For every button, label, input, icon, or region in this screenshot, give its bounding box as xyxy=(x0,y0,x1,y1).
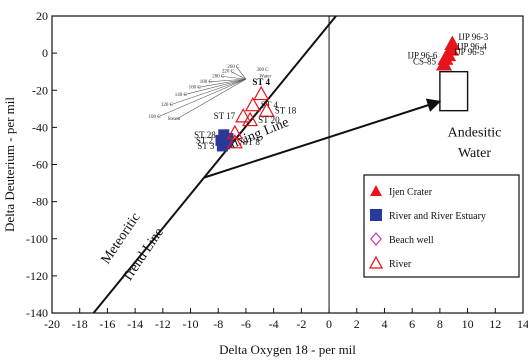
andesitic-water-box xyxy=(439,70,469,112)
x-tick-label: 12 xyxy=(489,317,501,331)
river-point-label: ST 18 xyxy=(275,106,297,116)
x-tick-label: -2 xyxy=(296,317,306,331)
legend-marker xyxy=(370,185,382,196)
legend-marker xyxy=(370,209,382,221)
steam-fraction-line xyxy=(221,75,246,80)
meteoritic-trend-line xyxy=(92,15,337,314)
x-tick-label: -10 xyxy=(183,317,199,331)
annotation-andesitic: Andesitic xyxy=(448,126,502,141)
x-tick-label: -8 xyxy=(213,317,223,331)
river-point xyxy=(253,85,270,101)
x-tick-label: -6 xyxy=(241,317,251,331)
x-tick-label: 6 xyxy=(409,317,415,331)
steam-label: 160 C xyxy=(189,85,202,90)
estuary-point-label: ST 28 xyxy=(194,130,216,140)
steam-fraction-line xyxy=(157,78,247,118)
y-tick-label: -60 xyxy=(32,158,48,172)
y-tick-label: -40 xyxy=(32,120,48,134)
x-axis-title: Delta Oxygen 18 - per mil xyxy=(219,342,356,357)
x-tick-label: -14 xyxy=(127,317,143,331)
steam-label: 220 C xyxy=(222,70,235,75)
x-tick-label: -18 xyxy=(72,317,88,331)
steam-label: 200 C xyxy=(212,74,225,79)
steam-label: Steam xyxy=(168,117,181,122)
river-point-label: ST 4 xyxy=(261,100,279,110)
steam-fraction-line xyxy=(176,78,247,120)
ijen-point-label: IJP 96-3 xyxy=(458,32,488,42)
ijen-crater-point xyxy=(436,56,453,71)
steam-fraction-line xyxy=(169,78,247,106)
y-tick-label: 0 xyxy=(42,46,48,60)
steam-fraction-line xyxy=(230,71,247,80)
legend-label: River and River Estuary xyxy=(389,211,486,222)
steam-label: 260 C xyxy=(227,65,240,70)
estuary-point-label: ST 3 xyxy=(197,141,215,151)
x-tick-label: -16 xyxy=(99,317,115,331)
y-tick-label: -20 xyxy=(32,83,48,97)
steam-label: 300 C xyxy=(257,68,270,73)
steam-fraction-line xyxy=(197,78,246,88)
steam-label: 140 C xyxy=(175,93,188,98)
x-tick-label: 2 xyxy=(354,317,360,331)
river-point xyxy=(258,102,275,117)
y-axis-title: Delta Deuterium - per mil xyxy=(2,97,17,232)
x-tick-label: 10 xyxy=(462,317,474,331)
x-tick-label: 0 xyxy=(326,317,332,331)
legend-label: Beach well xyxy=(389,235,434,246)
legend-marker xyxy=(370,231,382,247)
mixing-line xyxy=(204,98,442,179)
x-tick-label: -12 xyxy=(155,317,171,331)
ijen-point-label: IJP 96-6 xyxy=(408,51,438,61)
x-tick-label: -20 xyxy=(44,317,60,331)
steam-label: 100 C xyxy=(148,115,161,120)
y-tick-label: -120 xyxy=(26,269,48,283)
steam-label: Water xyxy=(259,74,271,79)
legend-marker xyxy=(368,255,384,269)
steam-label: 180 C xyxy=(200,80,213,85)
river-point xyxy=(226,133,243,149)
x-tick-label: 8 xyxy=(437,317,443,331)
axis-ticks: -20 -18 -16 -14 -12 -10 -8 -6 -4 -2 0 2 4 6 8 10 12 14200… xyxy=(26,9,528,331)
trend-lines xyxy=(92,15,469,314)
ijen-point-label: IJP 96-4 xyxy=(457,41,487,51)
steam-label: 120 C xyxy=(161,103,174,108)
legend-label: Ijen Crater xyxy=(389,187,433,198)
x-tick-label: -4 xyxy=(269,317,279,331)
river-point-label: ST 4 xyxy=(252,77,270,87)
legend: Ijen Crater River and River Estuary Beach … xyxy=(363,174,520,278)
steam-fraction-line xyxy=(236,66,247,80)
river-point xyxy=(244,96,261,112)
y-tick-label: -80 xyxy=(32,195,48,209)
river-point-label: ST 17 xyxy=(214,111,236,121)
river-point xyxy=(226,124,243,140)
legend-box xyxy=(363,174,520,278)
steam-fraction-line xyxy=(208,78,246,83)
ijen-point-label: IJP 96-5 xyxy=(454,47,484,57)
river-point-label: ST 8 xyxy=(243,137,261,147)
river-point-label: ST 20 xyxy=(258,115,280,125)
ijen-point-label: CS-85 xyxy=(413,56,437,66)
legend-label: River xyxy=(389,259,412,270)
estuary-point-label: ST 2 xyxy=(196,135,213,145)
x-tick-label: 4 xyxy=(381,317,387,331)
y-tick-label: -140 xyxy=(26,306,48,320)
y-tick-label: 20 xyxy=(36,9,48,23)
steam-fraction-line xyxy=(183,78,247,96)
river-point xyxy=(235,108,252,123)
annotation-water: Water xyxy=(458,146,491,161)
y-tick-label: -100 xyxy=(26,232,48,246)
river-point xyxy=(242,111,259,127)
x-tick-label: 14 xyxy=(517,317,528,331)
